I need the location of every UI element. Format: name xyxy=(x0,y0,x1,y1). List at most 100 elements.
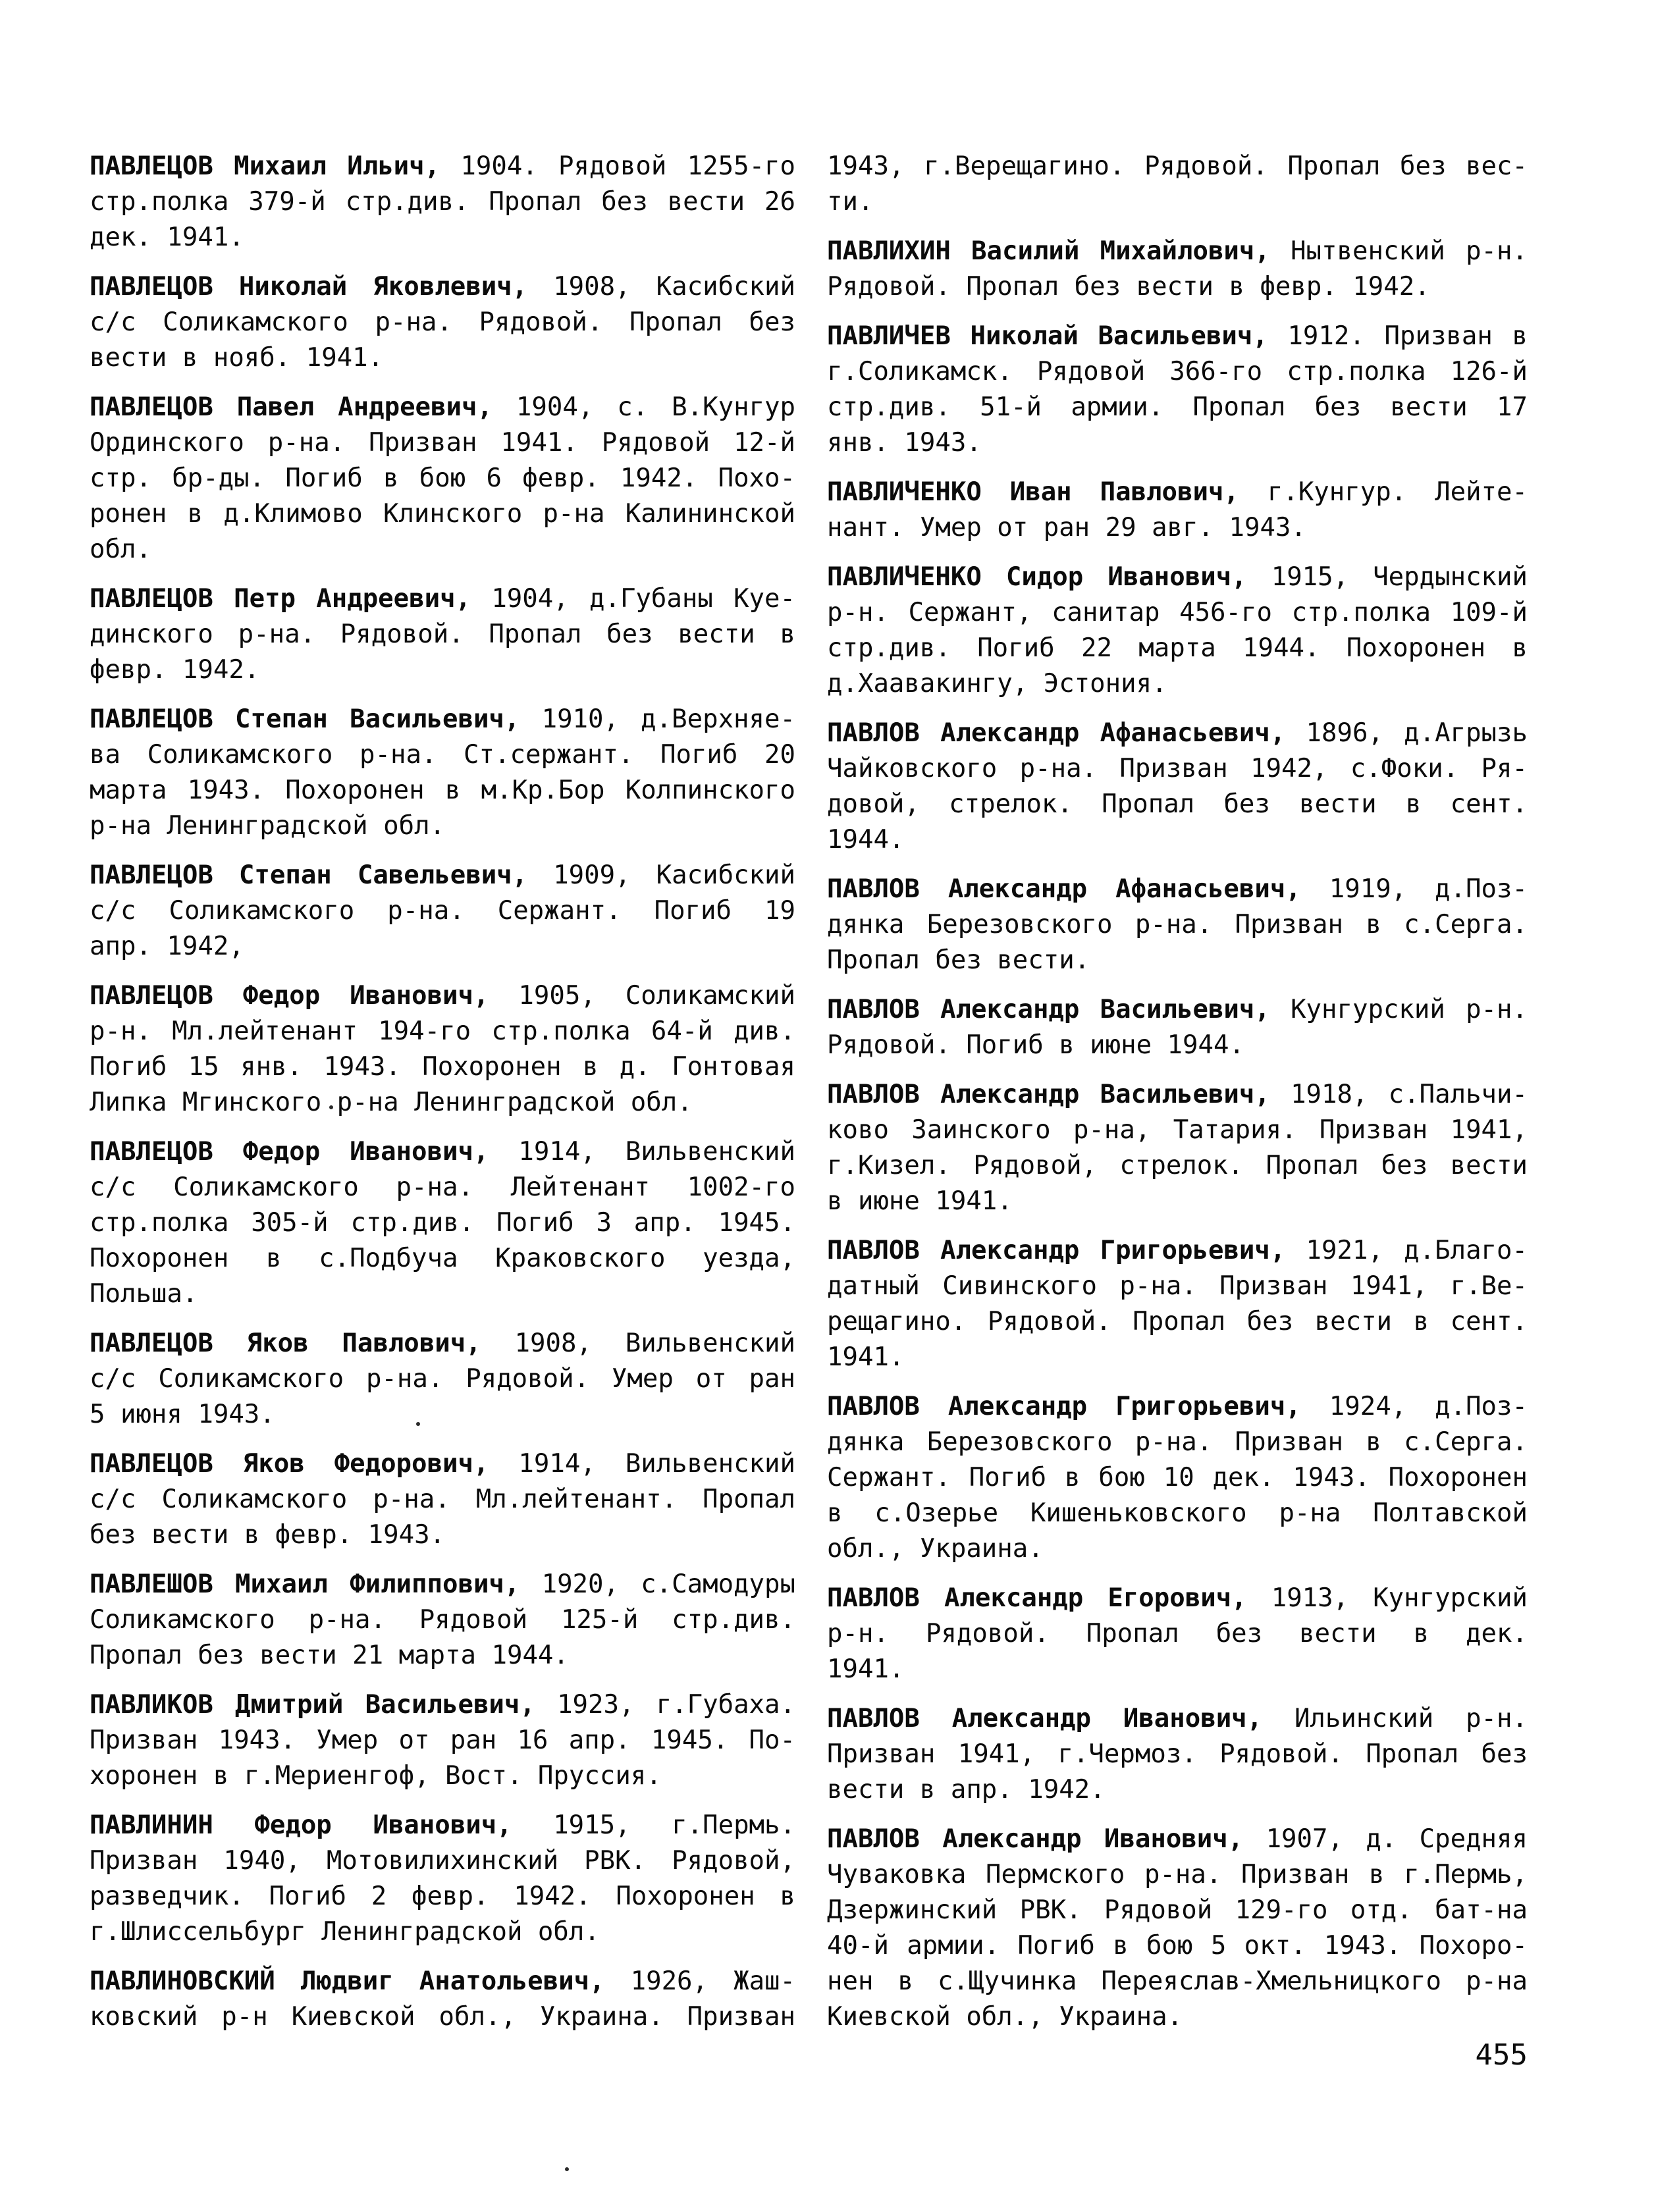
entry-line: ти. xyxy=(827,187,874,217)
memorial-entry: ПАВЛОВ Александр Васильевич, Кунгурский … xyxy=(827,992,1528,1063)
entry-line: ПАВЛИНИН Федор Иванович, 1915, г.Пермь. xyxy=(90,1810,795,1840)
entry-line: ПАВЛИКОВ Дмитрий Васильевич, 1923, г.Губ… xyxy=(90,1690,795,1720)
memorial-entry: ПАВЛЕЦОВ Федор Иванович, 1914, Вильвенск… xyxy=(90,1134,795,1312)
entry-line: марта 1943. Похоронен в м.Кр.Бор Колпинс… xyxy=(90,776,795,805)
entry-line: апр. 1942, xyxy=(90,932,244,961)
entry-line: ПАВЛИЧЕВ Николай Васильевич, 1912. Призв… xyxy=(827,321,1528,351)
entry-line: Чуваковка Пермского р-на. Призван в г.Пе… xyxy=(827,1860,1528,1889)
entry-line: 5 июня 1943. xyxy=(90,1400,275,1429)
memorial-entry: 1943, г.Верещагино. Рядовой. Пропал без … xyxy=(827,149,1528,220)
memorial-entry: ПАВЛОВ Александр Егорович, 1913, Кунгурс… xyxy=(827,1581,1528,1687)
entry-line: Липка Мгинского р-на Ленинградской обл. xyxy=(90,1088,693,1117)
entry-line: г.Кизел. Рядовой, стрелок. Пропал без ве… xyxy=(827,1151,1528,1180)
entry-line: стр.полка 305-й стр.див. Погиб 3 апр. 19… xyxy=(90,1208,795,1238)
memorial-entry: ПАВЛЕЦОВ Степан Савельевич, 1909, Касибс… xyxy=(90,858,795,964)
entry-line: р-н. Рядовой. Пропал без вести в дек. xyxy=(827,1619,1528,1648)
memorial-entry: ПАВЛЕЦОВ Яков Федорович, 1914, Вильвенск… xyxy=(90,1446,795,1553)
entry-line: Призван 1943. Умер от ран 16 апр. 1945. … xyxy=(90,1725,795,1755)
entry-line: ПАВЛОВ Александр Григорьевич, 1924, д.По… xyxy=(827,1392,1528,1421)
entry-line: Похоронен в с.Подбуча Краковского уезда, xyxy=(90,1244,795,1273)
entry-line: 1943, г.Верещагино. Рядовой. Пропал без … xyxy=(827,151,1528,181)
entry-name: ПАВЛЕШОВ Михаил Филиппович, xyxy=(90,1569,520,1599)
memorial-entry: ПАВЛОВ Александр Григорьевич, 1924, д.По… xyxy=(827,1389,1528,1567)
entry-name: ПАВЛИНОВСКИЙ Людвиг Анатольевич, xyxy=(90,1966,605,1996)
entry-line: ПАВЛЕЦОВ Яков Федорович, 1914, Вильвенск… xyxy=(90,1449,795,1479)
memorial-entry: ПАВЛИЧЕВ Николай Васильевич, 1912. Призв… xyxy=(827,319,1528,461)
entry-line: Польша. xyxy=(90,1279,198,1309)
entry-name: ПАВЛЕЦОВ Николай Яковлевич, xyxy=(90,272,528,302)
entry-line: стр.див. 51-й армии. Пропал без вести 17 xyxy=(827,392,1528,422)
entry-name: ПАВЛЕЦОВ Степан Васильевич, xyxy=(90,704,520,734)
entry-line: ПАВЛЕЦОВ Яков Павлович, 1908, Вильвенски… xyxy=(90,1329,795,1358)
entry-line: ПАВЛИЧЕНКО Иван Павлович, г.Кунгур. Лейт… xyxy=(827,477,1528,507)
entry-name: ПАВЛОВ Александр Афанасьевич, xyxy=(827,874,1301,904)
text-column-left: ПАВЛЕЦОВ Михаил Ильич, 1904. Рядовой 125… xyxy=(90,149,795,2035)
entry-line: Призван 1941, г.Чермоз. Рядовой. Пропал … xyxy=(827,1739,1528,1769)
entry-line: ПАВЛОВ Александр Егорович, 1913, Кунгурс… xyxy=(827,1583,1528,1613)
entry-line: ПАВЛОВ Александр Васильевич, Кунгурский … xyxy=(827,995,1528,1024)
entry-name: ПАВЛИНИН Федор Иванович, xyxy=(90,1810,512,1840)
entry-line: р-на Ленинградской обл. xyxy=(90,811,446,841)
entry-line: дек. 1941. xyxy=(90,223,244,252)
entry-line: динского р-на. Рядовой. Пропал без вести… xyxy=(90,619,795,649)
entry-line: 40-й армии. Погиб в бою 5 окт. 1943. Пох… xyxy=(827,1931,1528,1961)
memorial-entry: ПАВЛИЧЕНКО Иван Павлович, г.Кунгур. Лейт… xyxy=(827,475,1528,546)
entry-name: ПАВЛОВ Александр Григорьевич, xyxy=(827,1392,1301,1421)
entry-line: с/с Соликамского р-на. Рядовой. Пропал б… xyxy=(90,307,795,337)
entry-line: Киевской обл., Украина. xyxy=(827,2002,1183,2032)
entry-line: д.Хаавакингу, Эстония. xyxy=(827,669,1167,698)
entry-line: дянка Березовского р-на. Призван в с.Сер… xyxy=(827,1427,1528,1457)
entry-line: с/с Соликамского р-на. Рядовой. Умер от … xyxy=(90,1364,795,1394)
entry-line: с/с Соликамского р-на. Лейтенант 1002-го xyxy=(90,1172,795,1202)
entry-name: ПАВЛИЧЕНКО Сидор Иванович, xyxy=(827,562,1247,592)
memorial-entry: ПАВЛОВ Александр Иванович, 1907, д. Сред… xyxy=(827,1822,1528,2035)
entry-line: обл., Украина. xyxy=(827,1534,1044,1564)
entry-line: ПАВЛОВ Александр Григорьевич, 1921, д.Бл… xyxy=(827,1236,1528,1265)
entry-name: ПАВЛЕЦОВ Михаил Ильич, xyxy=(90,151,440,181)
entry-line: ПАВЛЕЦОВ Николай Яковлевич, 1908, Касибс… xyxy=(90,272,795,302)
entry-line: ПАВЛЕЦОВ Федор Иванович, 1905, Соликамск… xyxy=(90,981,795,1011)
entry-line: ПАВЛЕЦОВ Степан Савельевич, 1909, Касибс… xyxy=(90,860,795,890)
entry-name: ПАВЛЕЦОВ Павел Андреевич, xyxy=(90,392,493,422)
entry-line: разведчик. Погиб 2 февр. 1942. Похоронен… xyxy=(90,1882,795,1911)
entry-name: ПАВЛЕЦОВ Федор Иванович, xyxy=(90,981,489,1011)
entry-line: стр.полка 379-й стр.див. Пропал без вест… xyxy=(90,187,795,217)
entry-line: г.Шлиссельбург Ленинградской обл. xyxy=(90,1917,600,1947)
memorial-entry: ПАВЛОВ Александр Васильевич, 1918, с.Пал… xyxy=(827,1077,1528,1219)
entry-name: ПАВЛЕЦОВ Степан Савельевич, xyxy=(90,860,528,890)
entry-line: хоронен в г.Мериенгоф, Вост. Пруссия. xyxy=(90,1761,662,1791)
entry-line: янв. 1943. xyxy=(827,428,982,458)
entry-line: ПАВЛЕШОВ Михаил Филиппович, 1920, с.Само… xyxy=(90,1569,795,1599)
entry-line: ково Заинского р-на, Татария. Призван 19… xyxy=(827,1115,1528,1145)
entry-line: обл. xyxy=(90,535,151,564)
entry-name: ПАВЛИХИН Василий Михайлович, xyxy=(827,236,1270,266)
entry-line: Погиб 15 янв. 1943. Похоронен в д. Гонто… xyxy=(90,1052,795,1082)
memorial-entry: ПАВЛИЧЕНКО Сидор Иванович, 1915, Чердынс… xyxy=(827,560,1528,702)
entry-line: Дзержинский РВК. Рядовой 129-го отд. бат… xyxy=(827,1895,1528,1925)
memorial-entry: ПАВЛЕЦОВ Николай Яковлевич, 1908, Касибс… xyxy=(90,269,795,376)
entry-line: ПАВЛЕЦОВ Петр Андреевич, 1904, д.Губаны … xyxy=(90,584,795,614)
entry-name: ПАВЛОВ Александр Васильевич, xyxy=(827,1080,1270,1109)
entry-line: ПАВЛИХИН Василий Михайлович, Нытвенский … xyxy=(827,236,1528,266)
memorial-entry: ПАВЛОВ Александр Афанасьевич, 1919, д.По… xyxy=(827,872,1528,978)
entry-line: р-н. Мл.лейтенант 194-го стр.полка 64-й … xyxy=(90,1016,795,1046)
entry-name: ПАВЛОВ Александр Егорович, xyxy=(827,1583,1247,1613)
memorial-entry: ПАВЛЕШОВ Михаил Филиппович, 1920, с.Само… xyxy=(90,1567,795,1673)
entry-name: ПАВЛЕЦОВ Яков Павлович, xyxy=(90,1329,481,1358)
entry-line: ПАВЛОВ Александр Афанасьевич, 1919, д.По… xyxy=(827,874,1528,904)
entry-line: рещагино. Рядовой. Пропал без вести в се… xyxy=(827,1307,1528,1336)
memorial-entry: ПАВЛЕЦОВ Петр Андреевич, 1904, д.Губаны … xyxy=(90,581,795,688)
entry-line: вести в нояб. 1941. xyxy=(90,343,384,373)
scan-speck xyxy=(565,2167,569,2171)
entry-name: ПАВЛИЧЕВ Николай Васильевич, xyxy=(827,321,1268,351)
entry-line: ва Соликамского р-на. Ст.сержант. Погиб … xyxy=(90,740,795,770)
entry-name: ПАВЛЕЦОВ Петр Андреевич, xyxy=(90,584,471,614)
entry-line: нант. Умер от ран 29 авг. 1943. xyxy=(827,513,1306,542)
entry-line: Пропал без вести. xyxy=(827,945,1090,975)
entry-line: ронен в д.Климово Клинского р-на Калинин… xyxy=(90,499,795,529)
entry-line: Чайковского р-на. Призван 1942, с.Фоки. … xyxy=(827,754,1528,783)
entry-name: ПАВЛОВ Александр Иванович, xyxy=(827,1824,1244,1854)
entry-name: ПАВЛОВ Александр Афанасьевич, xyxy=(827,718,1286,748)
memorial-entry: ПАВЛОВ Александр Афанасьевич, 1896, д.Аг… xyxy=(827,716,1528,858)
